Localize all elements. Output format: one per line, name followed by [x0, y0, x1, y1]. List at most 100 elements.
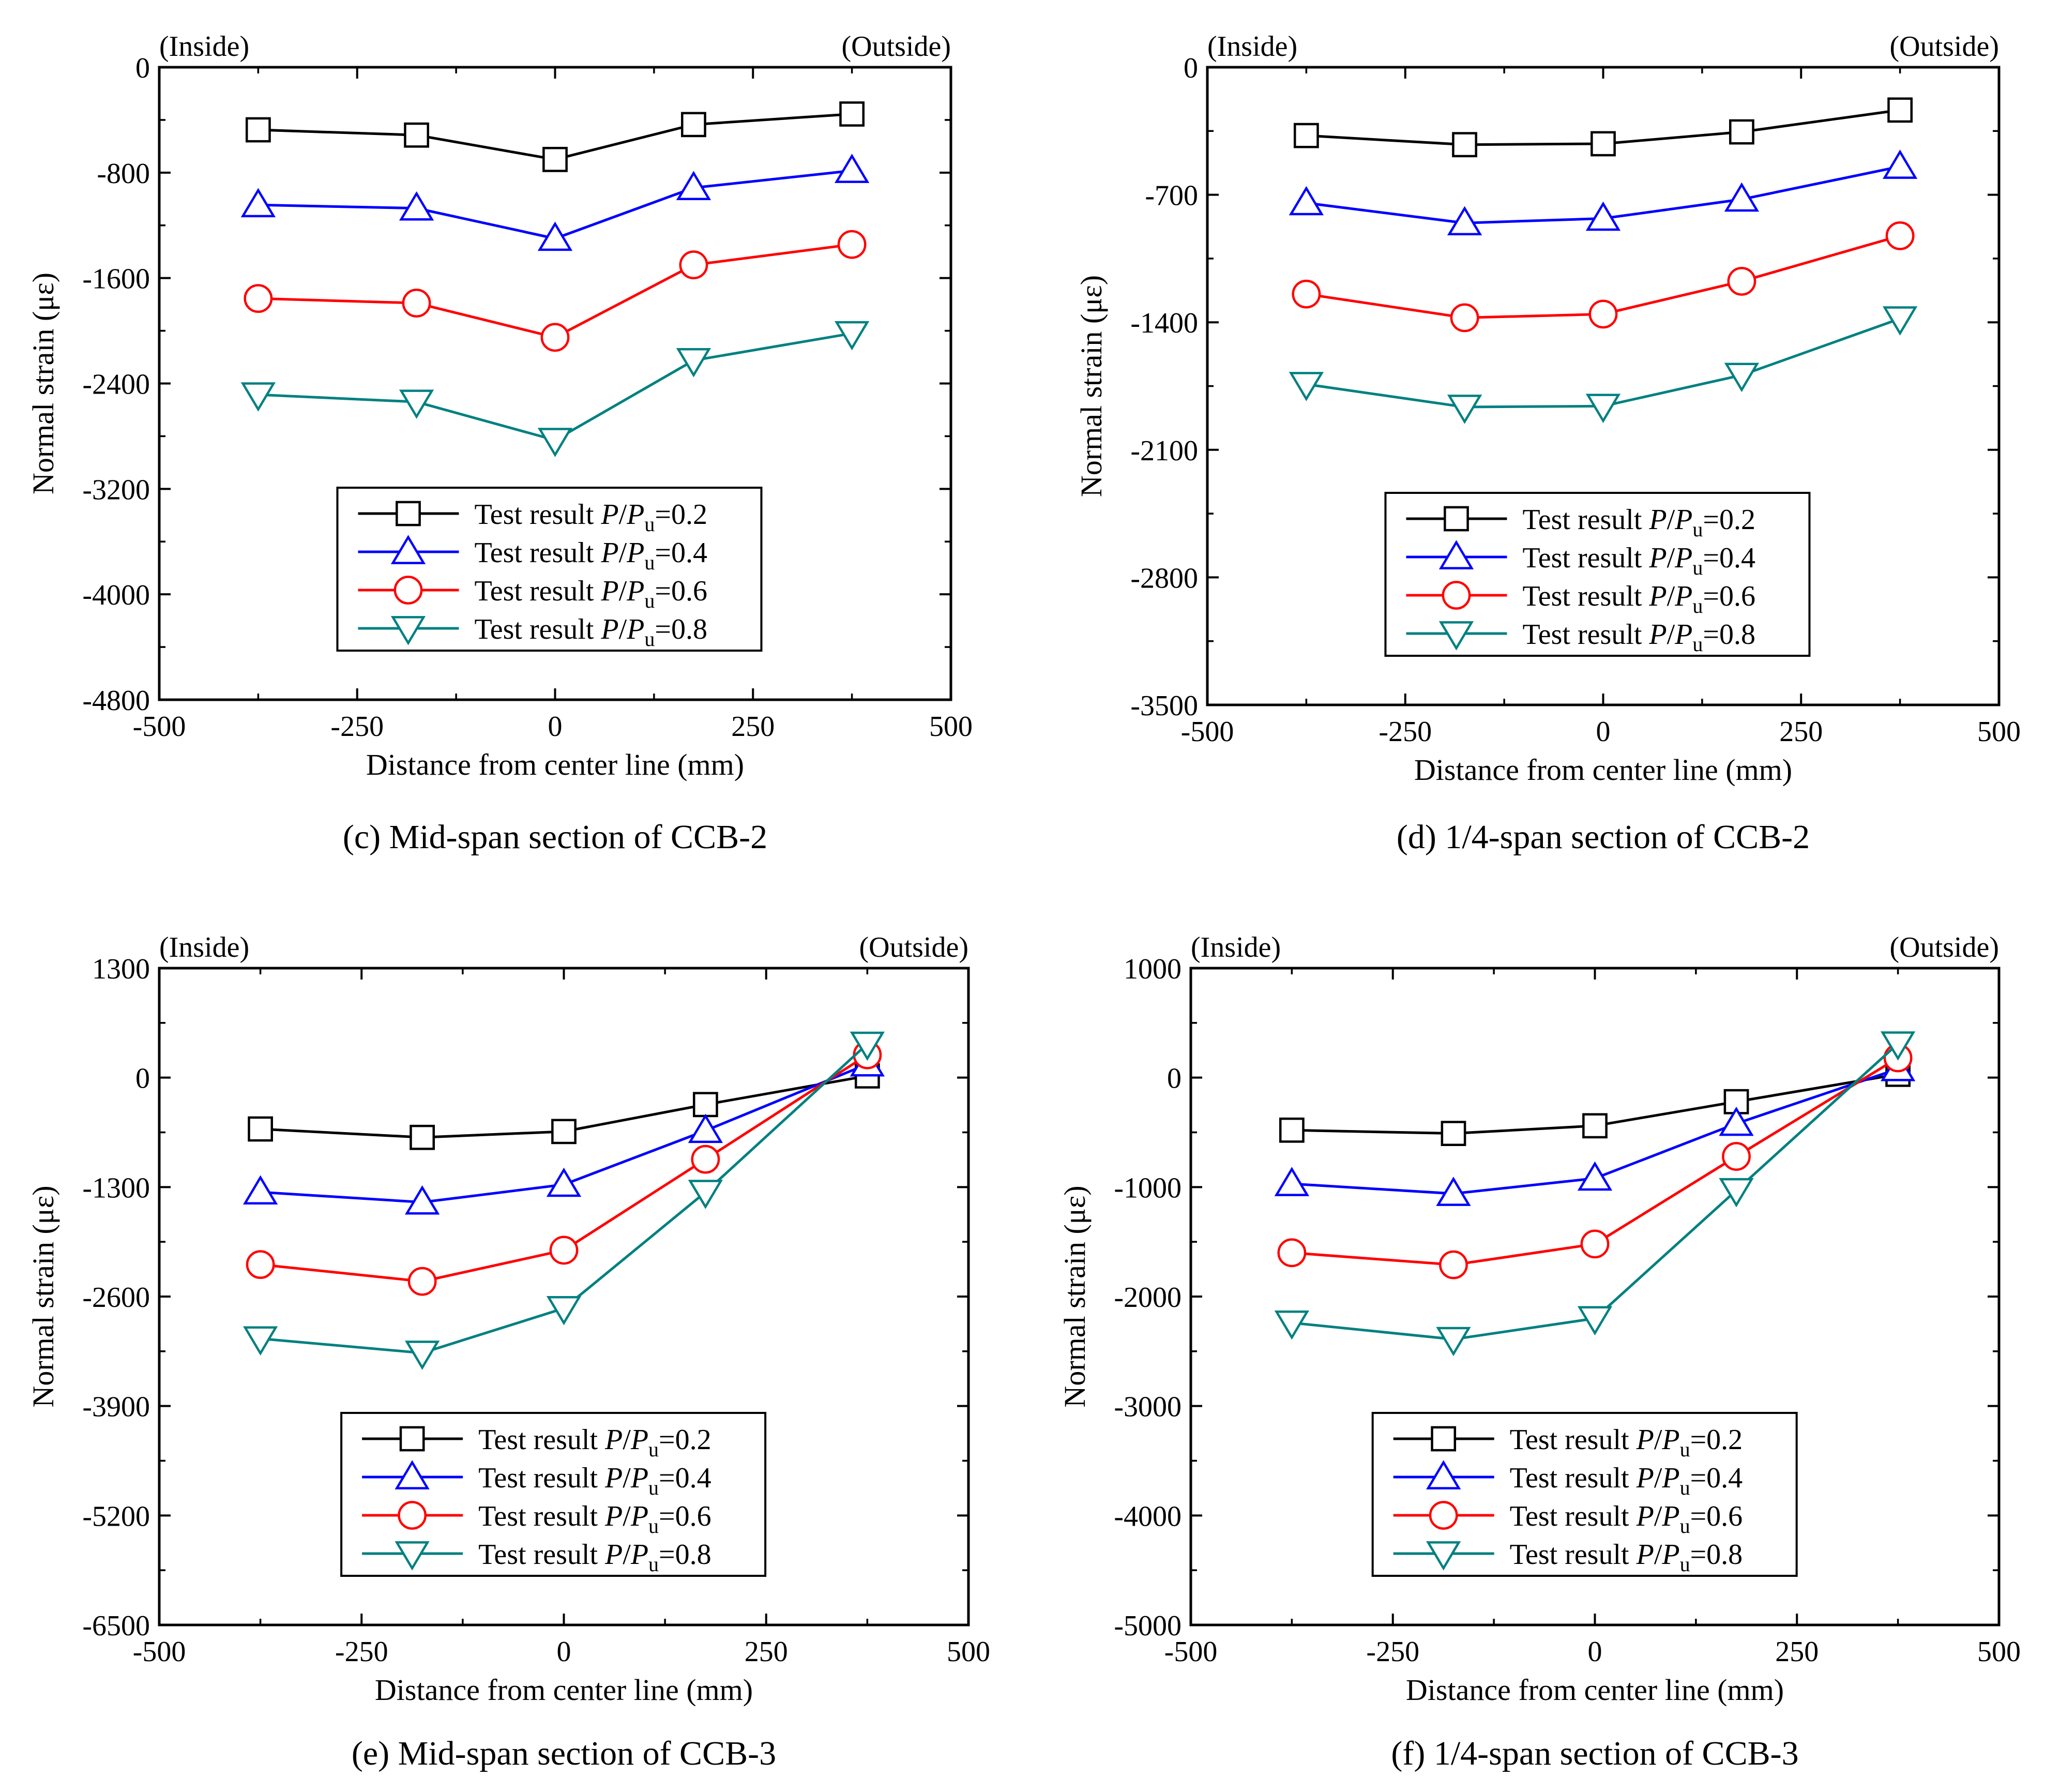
data-point-0.4: [688, 1113, 723, 1143]
data-point-0.6: [1277, 1238, 1307, 1268]
data-point-0.8: [243, 1326, 278, 1356]
legend-marker-0.8: [1426, 1541, 1461, 1571]
data-point-0.6: [1450, 303, 1479, 333]
y-axis-label: Normal strain (με): [26, 1185, 60, 1407]
legend-entry-0.4: Test result P/Pu=0.4: [474, 537, 707, 574]
data-point-0.8: [399, 389, 434, 419]
chart-panel-e: -500 -250 0 250 500 -6500 -5200 -3900 -2600 -1300…: [26, 931, 990, 1772]
data-point-0.8: [240, 382, 276, 412]
corner-label-outside: (Outside): [1889, 931, 1999, 963]
x-tick-label: -250: [1379, 716, 1432, 748]
legend-entry-0.4: Test result P/Pu=0.4: [478, 1462, 711, 1499]
chart-panel-c: -500 -250 0 250 500 -4800 -4000 -3200 -2400 -1600…: [26, 31, 973, 856]
chart-panel-f: -500 -250 0 250 500 -5000 -4000 -3000 -2000 -1000…: [1058, 931, 2021, 1772]
y-tick-label: -5000: [1114, 1610, 1181, 1642]
y-tick-label: -3900: [82, 1391, 150, 1423]
data-point-0.6: [1722, 1142, 1751, 1171]
data-point-0.8: [1724, 363, 1760, 393]
y-tick-label: 1000: [1124, 953, 1181, 985]
legend-marker-0.6: [393, 576, 423, 605]
data-point-0.4: [676, 171, 711, 200]
data-point-0.8: [537, 428, 573, 457]
corner-label-inside: (Inside): [1207, 31, 1297, 63]
legend-entry-0.4: Test result P/Pu=0.4: [1522, 542, 1755, 579]
chart-panel-d: -500 -250 0 250 500 -3500 -2800 -2100 -1400 -700 0…: [1074, 31, 2021, 856]
data-point-0.8: [676, 348, 711, 378]
data-point-0.6: [1580, 1229, 1610, 1259]
data-point-0.2: [839, 101, 865, 127]
legend-marker-0.6: [398, 1501, 427, 1530]
data-point-0.6: [691, 1145, 720, 1174]
data-point-0.8: [1577, 1306, 1613, 1336]
x-tick-label: -250: [335, 1636, 388, 1668]
data-point-0.8: [834, 321, 870, 351]
data-point-0.4: [399, 191, 434, 221]
data-point-0.8: [404, 1341, 440, 1370]
legend-entry-0.6: Test result P/Pu=0.6: [1522, 580, 1755, 618]
x-tick-label: 500: [929, 711, 973, 743]
data-point-0.4: [1724, 182, 1760, 212]
x-tick-label: 250: [731, 711, 775, 743]
data-point-0.2: [542, 146, 568, 172]
x-tick-label: 250: [1775, 1636, 1819, 1668]
legend-entry-0.6: Test result P/Pu=0.6: [478, 1500, 711, 1538]
y-tick-label: -2100: [1130, 435, 1198, 467]
corner-label-outside: (Outside): [859, 931, 968, 963]
data-point-0.6: [549, 1236, 579, 1265]
data-point-0.4: [834, 154, 870, 183]
x-tick-label: 500: [1977, 1636, 2021, 1668]
x-tick-label: 500: [1977, 716, 2021, 748]
y-tick-label: -800: [97, 158, 150, 190]
y-tick-label: 0: [1167, 1063, 1181, 1095]
data-point-0.2: [681, 112, 706, 138]
data-point-0.4: [1436, 1177, 1471, 1206]
corner-label-outside: (Outside): [1889, 31, 1999, 63]
legend-entry-0.8: Test result P/Pu=0.8: [478, 1539, 711, 1576]
data-point-0.8: [1719, 1178, 1754, 1208]
data-point-0.2: [692, 1092, 718, 1118]
x-tick-label: -500: [1164, 1636, 1218, 1668]
legend-marker-0.8: [395, 1541, 430, 1571]
data-point-0.6: [1292, 279, 1321, 309]
data-point-0.6: [407, 1267, 437, 1296]
data-point-0.4: [1882, 149, 1918, 179]
data-point-0.2: [1887, 97, 1913, 123]
x-axis-label: Distance from center line (mm): [366, 748, 744, 781]
legend-marker-0.2: [399, 1426, 425, 1452]
data-point-0.8: [688, 1180, 723, 1209]
y-tick-label: -1000: [1114, 1172, 1181, 1204]
y-tick-label: -6500: [82, 1610, 150, 1642]
data-point-0.8: [546, 1296, 582, 1326]
data-point-0.2: [1729, 119, 1754, 145]
data-point-0.4: [546, 1167, 582, 1197]
y-tick-label: -1600: [82, 263, 150, 295]
data-point-0.6: [1885, 221, 1915, 250]
x-tick-label: 250: [1779, 716, 1823, 748]
x-tick-label: 500: [947, 1636, 990, 1668]
y-tick-label: 0: [1184, 52, 1198, 84]
data-point-0.2: [1279, 1117, 1305, 1143]
corner-label-inside: (Inside): [159, 31, 249, 63]
legend-marker-0.6: [1442, 581, 1471, 610]
y-tick-label: -3000: [1114, 1391, 1181, 1423]
legend-marker-0.4: [395, 1460, 430, 1489]
legend-entry-0.2: Test result P/Pu=0.2: [1522, 504, 1755, 541]
x-tick-label: 0: [548, 711, 563, 743]
data-point-0.2: [1582, 1113, 1608, 1139]
data-point-0.8: [1882, 306, 1918, 336]
x-tick-label: -250: [330, 711, 384, 743]
legend-entry-0.2: Test result P/Pu=0.2: [478, 1424, 711, 1461]
data-point-0.6: [679, 250, 708, 280]
data-point-0.6: [540, 323, 570, 352]
legend-entry-0.2: Test result P/Pu=0.2: [474, 499, 707, 536]
y-tick-label: -4000: [82, 579, 150, 611]
x-axis-label: Distance from center line (mm): [1414, 753, 1792, 787]
y-tick-label: -3200: [82, 474, 150, 506]
data-point-0.2: [1452, 132, 1477, 158]
data-point-0.4: [1447, 206, 1482, 236]
y-tick-label: 0: [135, 1063, 150, 1095]
legend-marker-0.2: [1431, 1426, 1457, 1452]
data-point-0.8: [1585, 394, 1621, 424]
